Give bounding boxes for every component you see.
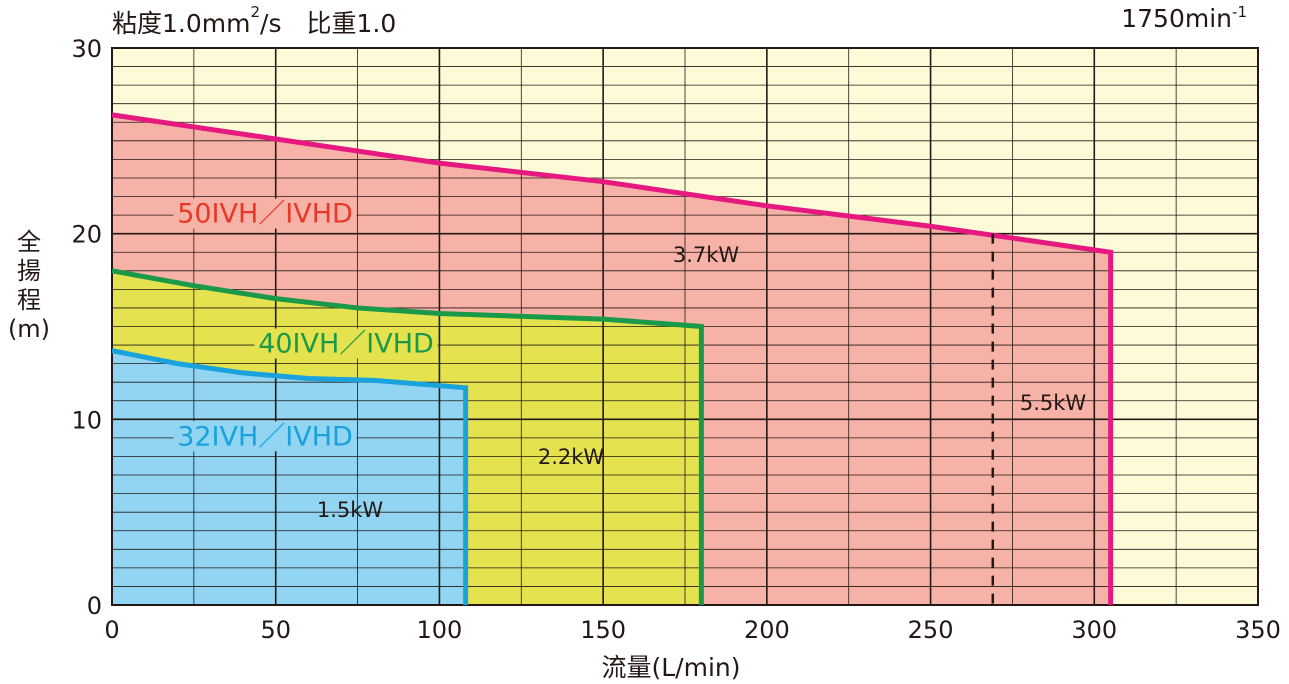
x-tick-label: 0 xyxy=(104,616,119,644)
region-fill-2 xyxy=(112,350,466,605)
y-tick-label: 30 xyxy=(71,35,102,63)
region-boundary-2 xyxy=(111,348,469,605)
region-name-1: 40IVH／IVHD xyxy=(258,328,434,359)
y-tick-label: 0 xyxy=(87,592,102,620)
power-label-divider: 5.5kW xyxy=(1020,391,1087,415)
rotation-speed-label: 1750min-1 xyxy=(1121,3,1247,33)
region-boundary-0 xyxy=(111,112,1114,605)
power-label-0: 3.7kW xyxy=(673,243,740,267)
chart-condition-label: 粘度1.0mm2/s 比重1.0 xyxy=(112,3,397,38)
x-tick-label: 250 xyxy=(908,616,954,644)
region-name-2: 32IVH／IVHD xyxy=(177,421,353,452)
region-boundary-1 xyxy=(111,268,704,605)
x-tick-label: 150 xyxy=(580,616,626,644)
x-tick-label: 100 xyxy=(417,616,463,644)
power-label-1: 2.2kW xyxy=(538,445,605,469)
y-axis-title: 全 揚 程 (m) xyxy=(7,228,51,343)
x-tick-label: 350 xyxy=(1235,616,1281,644)
y-tick-label: 20 xyxy=(71,221,102,249)
region-name-bg-1 xyxy=(254,328,438,359)
region-name-0: 50IVH／IVHD xyxy=(177,199,353,230)
region-name-bg-2 xyxy=(173,421,357,452)
x-tick-label: 300 xyxy=(1071,616,1117,644)
plot-border xyxy=(111,47,1259,606)
x-axis-title: 流量(L/min) xyxy=(601,653,740,682)
region-name-bg-0 xyxy=(173,198,357,229)
x-tick-label: 50 xyxy=(260,616,291,644)
power-label-2: 1.5kW xyxy=(317,498,384,522)
x-tick-label: 200 xyxy=(744,616,790,644)
y-tick-label: 10 xyxy=(71,406,102,434)
